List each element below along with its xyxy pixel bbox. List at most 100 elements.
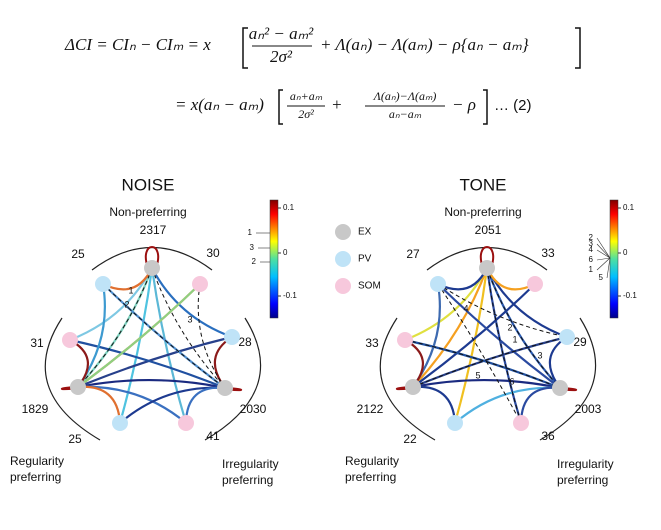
right-label: preferring <box>557 473 608 487</box>
left-label: Regularity <box>10 454 64 468</box>
legend-label: PV <box>358 254 372 265</box>
colorbar-marker: 1 <box>248 228 253 237</box>
count-label: 25 <box>71 247 85 261</box>
count-label: 30 <box>206 246 220 260</box>
dashed-edge <box>404 339 561 389</box>
colorbar <box>609 199 619 319</box>
edge-label: 5 <box>475 370 480 380</box>
edge-label: 4 <box>463 303 468 313</box>
eq-den: 2σ² <box>270 47 293 66</box>
eq-num: Λ(aₙ)−Λ(aₘ) <box>373 89 437 103</box>
count-label: 28 <box>238 335 252 349</box>
count-label: 1829 <box>22 402 49 416</box>
dashed-edge <box>486 267 561 389</box>
edge-label: 2 <box>507 322 512 332</box>
colorbar-marker: 4 <box>589 245 594 254</box>
colorbar-marker: 3 <box>589 239 594 248</box>
eq-rest: − ρ <box>452 95 476 114</box>
colorbar-tick-label: 0 <box>623 248 628 257</box>
edge <box>77 378 226 390</box>
colorbar-tick-label: -0.1 <box>623 291 637 300</box>
group-arc <box>44 317 101 441</box>
node <box>559 329 575 345</box>
count-label: 41 <box>206 429 220 443</box>
node <box>224 329 240 345</box>
dashed-edge <box>486 267 522 424</box>
count-label: 33 <box>541 246 555 260</box>
count-label: 25 <box>68 432 82 446</box>
marker-line <box>606 257 611 279</box>
colorbar-tick-label: -0.1 <box>283 291 297 300</box>
edge <box>69 338 226 390</box>
edge <box>118 267 154 424</box>
colorbar-marker: 6 <box>589 255 594 264</box>
marker-line <box>596 249 611 259</box>
dashed-edge <box>437 283 568 338</box>
edge <box>453 267 489 424</box>
edge <box>119 386 226 424</box>
colorbar-marker: 2 <box>252 257 257 266</box>
node <box>397 332 413 348</box>
node <box>513 415 529 431</box>
left-label: Regularity <box>345 454 399 468</box>
eq-num: aₙ² − aₘ² <box>249 24 314 43</box>
edge <box>404 267 488 342</box>
self-loop <box>479 246 495 269</box>
dashed-edge <box>412 336 568 388</box>
edge <box>77 385 122 424</box>
node <box>144 260 160 276</box>
panel-title: NOISE <box>122 175 175 194</box>
colorbar-tick-label: 0.1 <box>623 203 635 212</box>
edge-label: 2 <box>124 299 129 309</box>
bracket <box>278 89 488 125</box>
count-label: 2030 <box>240 402 267 416</box>
edge <box>412 378 561 390</box>
node <box>552 380 568 396</box>
count-label: 2317 <box>140 223 167 237</box>
legend-label: EX <box>358 227 372 238</box>
bracket <box>242 27 581 69</box>
count-label: 22 <box>403 432 417 446</box>
node <box>527 276 543 292</box>
edge-label: 3 <box>537 350 542 360</box>
node <box>447 415 463 431</box>
right-label: Irregularity <box>222 457 279 471</box>
colorbar-marker: 2 <box>589 233 594 242</box>
colorbar-marker: 1 <box>589 265 594 274</box>
edge-label: 6 <box>509 376 514 386</box>
count-label: 2003 <box>575 402 602 416</box>
legend-marker <box>335 251 351 267</box>
legend-marker <box>335 224 351 240</box>
node <box>192 276 208 292</box>
colorbar-marker: 3 <box>250 243 255 252</box>
edge-label: 3 <box>187 314 192 324</box>
legend-marker <box>335 278 351 294</box>
eq-rest: + Λ(aₙ) − Λ(aₘ) − ρ{aₙ − aₘ} <box>320 35 529 54</box>
edge <box>412 283 536 388</box>
count-label: 36 <box>541 429 555 443</box>
dashed-edge <box>151 267 226 389</box>
eq-lhs: = x(aₙ − aₘ) <box>175 95 264 114</box>
left-label: preferring <box>345 470 396 484</box>
node <box>430 276 446 292</box>
eq-den: 2σ² <box>298 107 314 121</box>
colorbar-tick-label: 0.1 <box>283 203 295 212</box>
node <box>178 415 194 431</box>
marker-line <box>596 257 611 261</box>
edge-label: 1 <box>128 285 133 295</box>
count-label: 33 <box>365 336 379 350</box>
count-label: 2122 <box>357 402 384 416</box>
eq-plus: + <box>331 95 342 114</box>
node <box>62 332 78 348</box>
count-label: 29 <box>573 335 587 349</box>
marker-line <box>596 243 611 259</box>
right-label: preferring <box>222 473 273 487</box>
panel-title: TONE <box>460 175 507 194</box>
top-label: Non-preferring <box>444 205 521 219</box>
colorbar <box>269 199 279 319</box>
node <box>112 415 128 431</box>
edge <box>412 267 489 388</box>
group-arc <box>539 317 596 441</box>
eq-tag: … (2) <box>494 97 532 114</box>
